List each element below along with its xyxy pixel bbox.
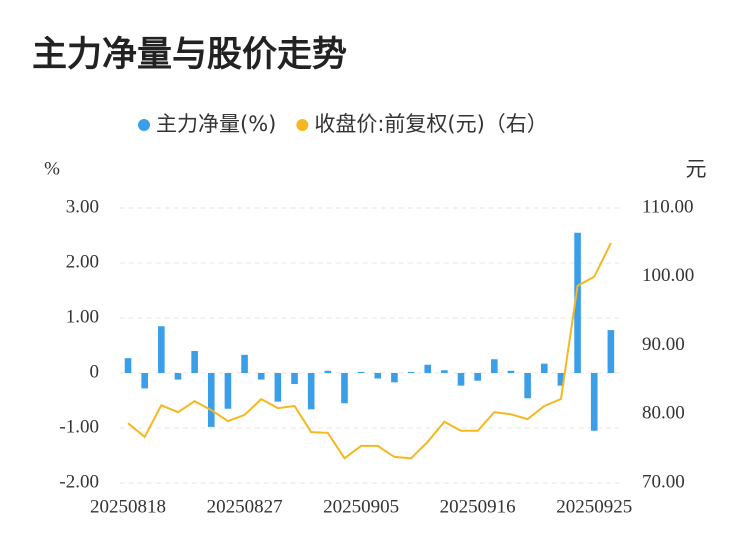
bar <box>374 373 382 379</box>
bar <box>457 373 465 386</box>
bar <box>474 373 481 381</box>
y-tick-label: 1.00 <box>66 306 99 327</box>
bar <box>491 359 498 373</box>
y-tick-label: 0 <box>90 361 100 382</box>
bar <box>158 326 165 373</box>
y2-tick-label: 110.00 <box>642 196 694 217</box>
bar <box>441 370 448 373</box>
bar <box>257 373 265 380</box>
bar <box>607 330 615 373</box>
bar <box>174 373 182 380</box>
y-tick-label: 2.00 <box>66 251 99 272</box>
y2-tick-label: 100.00 <box>642 265 694 286</box>
x-tick-label: 20250925 <box>556 496 632 517</box>
bar <box>207 373 215 427</box>
x-tick-label: 20250916 <box>440 496 516 517</box>
legend-label: 主力净量(%) <box>156 112 276 136</box>
bar <box>141 373 148 389</box>
y-tick-label: -2.00 <box>59 471 99 492</box>
bar <box>424 364 432 373</box>
bar <box>540 363 548 373</box>
x-tick-label: 20250827 <box>207 496 283 517</box>
bar <box>124 358 132 373</box>
bar <box>241 354 248 373</box>
y2-tick-label: 70.00 <box>642 471 685 492</box>
bar <box>324 370 332 373</box>
legend-marker <box>296 119 309 131</box>
bar <box>191 351 198 373</box>
bar <box>507 370 515 373</box>
y2-axis-label: 元 <box>686 157 707 181</box>
chart-title: 主力净量与股价走势 <box>32 35 347 75</box>
y-tick-label: 3.00 <box>66 196 99 217</box>
bar <box>307 373 315 410</box>
legend-marker <box>138 119 150 131</box>
bar <box>557 373 565 386</box>
bar <box>590 373 598 431</box>
bar <box>574 232 581 373</box>
x-tick-label: 20250818 <box>90 496 166 517</box>
y2-tick-label: 90.00 <box>642 334 685 355</box>
bar <box>407 371 415 373</box>
price-line <box>127 242 612 460</box>
bar <box>357 371 365 373</box>
y-tick-label: -1.00 <box>59 416 99 437</box>
bar <box>224 373 232 409</box>
legend-label: 收盘价:前复权(元)（右） <box>314 112 547 136</box>
x-tick-label: 20250905 <box>323 496 399 517</box>
y2-tick-label: 80.00 <box>642 403 685 424</box>
y-axis-label: % <box>44 158 60 179</box>
bar <box>341 373 348 404</box>
bar <box>291 373 298 384</box>
bar <box>274 373 282 402</box>
bar <box>391 373 398 383</box>
bar <box>524 373 531 399</box>
